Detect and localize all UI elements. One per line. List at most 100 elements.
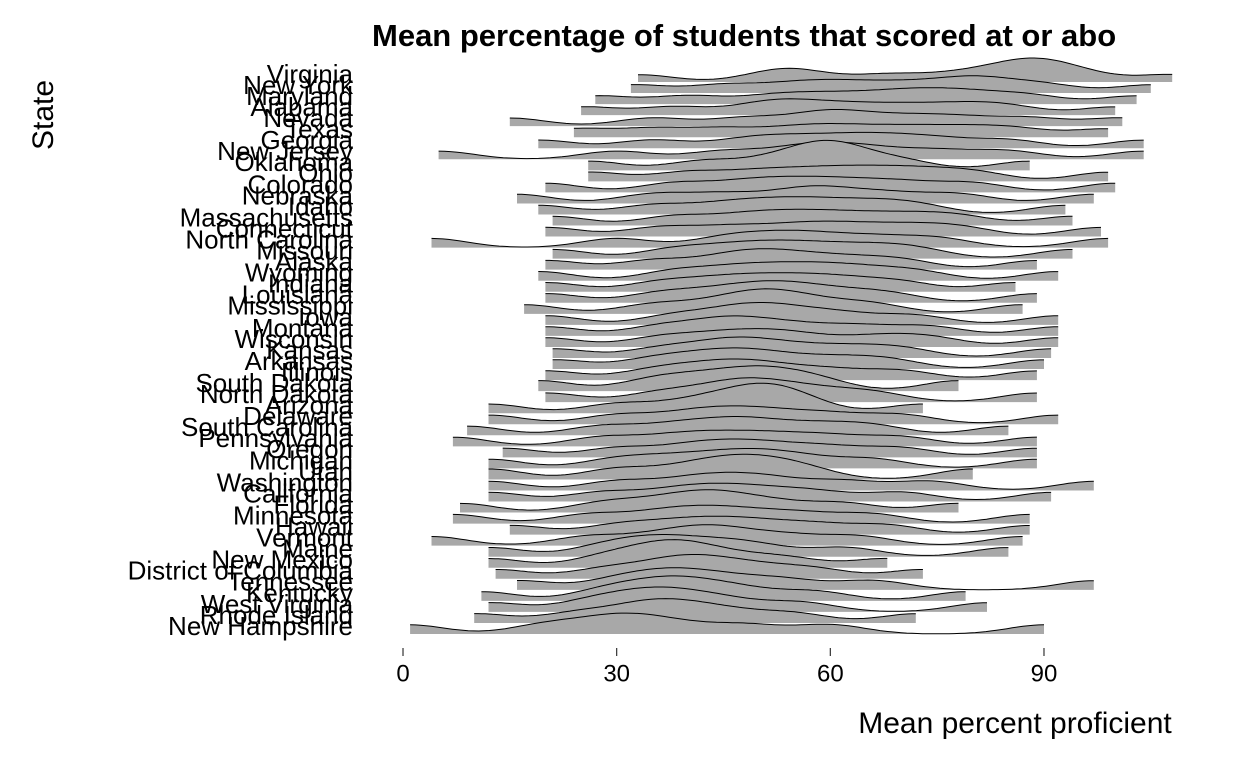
y-tick-label: Massachusetts	[180, 202, 353, 232]
ridge-line	[588, 164, 1109, 179]
y-tick-label: Wyoming	[245, 258, 353, 288]
ridge-fill	[588, 165, 1109, 182]
y-tick-label: New Mexico	[211, 545, 353, 575]
ridge-fill	[545, 315, 1059, 336]
y-tick-label: South Dakota	[195, 368, 353, 398]
ridge-fill	[431, 524, 1023, 546]
ridge-fill	[581, 98, 1116, 116]
y-tick-label: Montana	[252, 313, 354, 343]
ridge-fill	[545, 221, 1101, 237]
ridge-line	[630, 75, 1151, 89]
x-tick-label: 30	[603, 660, 630, 687]
ridge-fill	[410, 613, 1045, 634]
y-tick-label: Mississippi	[227, 291, 353, 321]
ridge-fill	[545, 302, 1059, 325]
y-tick-label: Illinois	[281, 357, 353, 387]
y-tick-label: Alaska	[275, 247, 354, 277]
y-tick-label: North Carolina	[185, 224, 353, 254]
ridge-line	[431, 524, 1023, 545]
ridge-line	[538, 261, 1059, 279]
y-tick-label: Nebraska	[242, 180, 354, 210]
y-tick-label: Maryland	[246, 81, 353, 111]
ridge-fill	[538, 132, 1144, 149]
y-tick-label: California	[243, 478, 353, 508]
x-tick-label: 0	[396, 660, 409, 687]
ridge-line	[488, 586, 987, 612]
y-tick-label: Wisconsin	[235, 324, 353, 354]
ridge-fill	[630, 75, 1151, 94]
y-tick-label: Hawaii	[275, 512, 353, 542]
ridge-fill	[595, 87, 1137, 105]
ridge-line	[545, 175, 1116, 191]
ridge-line	[517, 185, 1094, 201]
ridge-fill	[460, 489, 959, 513]
ridge-line	[431, 229, 1109, 248]
ridge-line	[581, 98, 1116, 111]
ridge-line	[552, 347, 1044, 368]
ridge-line	[481, 575, 966, 600]
y-tick-label: Colorado	[247, 169, 353, 199]
ridge-fill	[488, 472, 1094, 491]
ridge-fill	[545, 328, 1059, 347]
y-tick-label: Oklahoma	[235, 147, 354, 177]
ridge-line	[452, 429, 1037, 445]
y-tick-label: Vermont	[256, 523, 354, 553]
ridge-line	[552, 208, 1073, 222]
ridge-line	[573, 123, 1109, 131]
ridge-line	[502, 438, 1037, 455]
y-tick-label: Texas	[285, 114, 353, 144]
y-tick-label: Tennessee	[227, 567, 353, 597]
y-tick-label: Connecticut	[216, 213, 354, 243]
y-tick-label: Louisiana	[242, 280, 354, 310]
y-tick-label: New Jersey	[217, 136, 353, 166]
y-tick-label: District of Columbia	[128, 556, 354, 586]
ridge-line	[509, 515, 1030, 533]
ridge-fill	[488, 539, 888, 568]
ridge-line	[552, 239, 1073, 258]
y-tick-label: Maine	[282, 534, 353, 564]
y-tick-label: Kansas	[266, 335, 353, 365]
ridge-line	[474, 598, 916, 620]
y-tick-label: New York	[243, 70, 354, 100]
ridge-fill	[452, 505, 1030, 524]
ridge-line	[488, 471, 1094, 490]
ridge-line	[545, 377, 1037, 402]
y-tick-label: Indiana	[268, 269, 354, 299]
y-tick-label: Rhode Island	[200, 600, 353, 630]
y-tick-label: West Virginia	[201, 589, 354, 619]
y-tick-label: Nevada	[263, 103, 353, 133]
ridge-fill	[488, 483, 1052, 502]
ridge-fill	[495, 554, 923, 579]
y-tick-label: Pennsylvania	[198, 423, 353, 453]
ridge-line	[545, 328, 1059, 344]
ridge-fill	[488, 454, 973, 480]
ridge-fill	[524, 288, 1023, 314]
y-tick-label: Utah	[298, 456, 353, 486]
y-tick-label: South Carolina	[181, 412, 354, 442]
ridge-line	[488, 448, 1037, 468]
y-tick-label: Delaware	[243, 401, 353, 431]
ridge-fill	[538, 196, 1066, 215]
x-axis-label: Mean percent proficient	[858, 707, 1172, 740]
ridge-fill	[588, 140, 1030, 171]
ridge-fill	[488, 383, 923, 414]
ridge-line	[545, 315, 1059, 333]
ridge-line	[588, 139, 1030, 168]
ridge-fill	[509, 109, 1123, 127]
ridge-line	[467, 416, 1009, 433]
y-tick-label: Kentucky	[246, 578, 353, 608]
ridge-line	[545, 358, 1037, 378]
y-tick-label: Alabama	[250, 92, 353, 122]
y-tick-label: Oregon	[266, 434, 353, 464]
ridge-fill	[545, 176, 1116, 193]
ridge-line	[552, 336, 1052, 357]
ridge-line	[638, 57, 1173, 80]
ridge-line	[452, 504, 1030, 523]
ridge-fill	[467, 416, 1009, 436]
y-tick-label: Florida	[274, 489, 354, 519]
ridge-line	[488, 453, 973, 479]
ridge-line	[438, 141, 1144, 160]
ridge-fill	[431, 230, 1109, 248]
